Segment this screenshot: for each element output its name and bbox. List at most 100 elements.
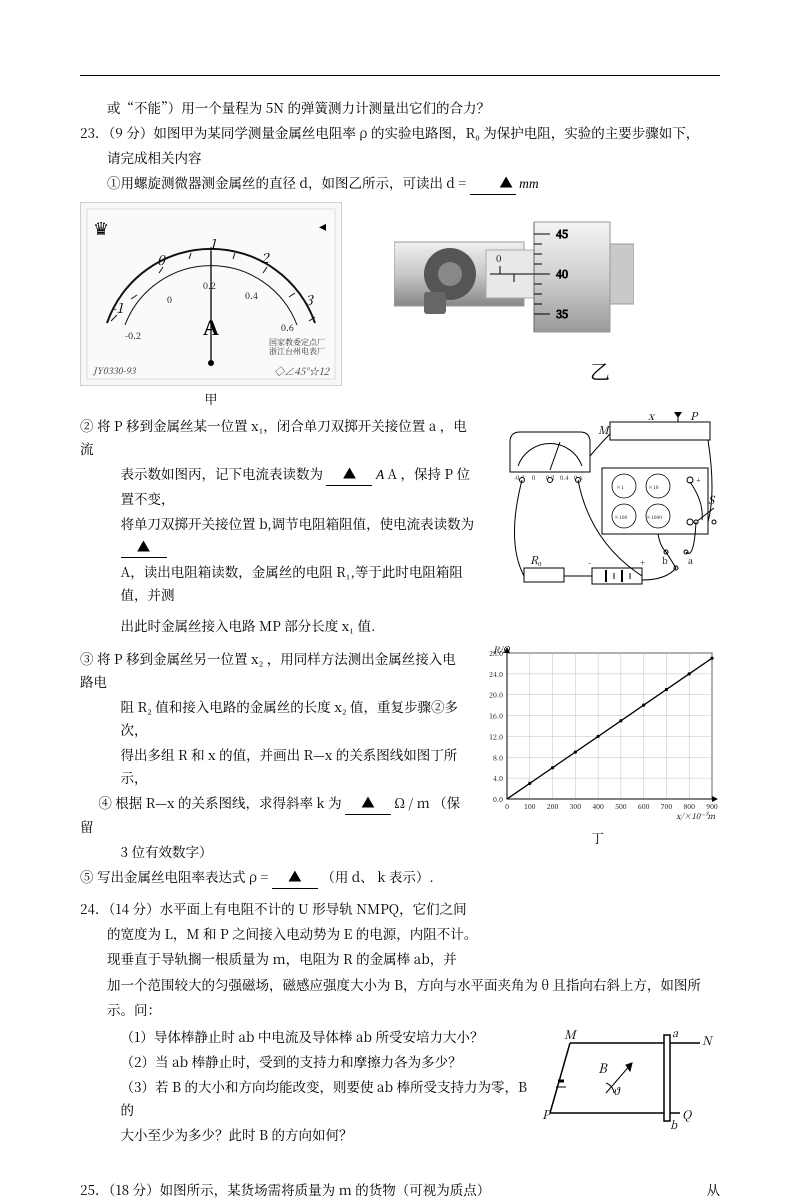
- q23-head2: 请完成相关内容: [80, 146, 720, 169]
- q24-subs: （1）导体棒静止时 ab 中电流及导体棒 ab 所受安培力大小？ （2）当 ab…: [80, 1023, 528, 1148]
- svg-text:+: +: [640, 556, 645, 569]
- svg-text:-: -: [588, 556, 591, 569]
- blank-I2[interactable]: ▲: [121, 535, 167, 559]
- fig-rail: B ϑ M N P Q a b: [540, 1023, 720, 1133]
- svg-text:◂: ◂: [319, 216, 326, 236]
- blank-d[interactable]: ▲: [470, 171, 516, 195]
- svg-text:20.0: 20.0: [489, 691, 503, 701]
- q23-head: 23．（9 分）如图甲为某同学测量金属丝电阻率 ρ 的实验电路图，R₀ 为保护电…: [80, 121, 720, 144]
- svg-text:100: 100: [524, 802, 536, 812]
- fig-micrometer-wrap: 0 45 40 3: [394, 202, 634, 388]
- q25-head-r: 从: [707, 1178, 721, 1201]
- svg-text:12.0: 12.0: [489, 733, 503, 743]
- q23-s3c: 得出多组 R 和 x 的值，并画出 R—x 的关系图线如图丁所示，: [80, 743, 463, 789]
- q23-step1-unit: mm: [519, 176, 539, 191]
- svg-text:45: 45: [556, 226, 568, 242]
- fig-chart-wrap: 01002003004005006007008009000.04.08.012.…: [475, 645, 720, 849]
- svg-text:x/×10⁻³m: x/×10⁻³m: [676, 811, 715, 822]
- q23-s2-l5: 出此时金属丝接入电路 MP 部分长度 x₁ 值.: [80, 614, 478, 637]
- svg-text:400: 400: [592, 802, 604, 812]
- fig-micrometer: 0 45 40 3: [394, 202, 634, 352]
- svg-text:0.2: 0.2: [203, 279, 216, 292]
- ammeter-brand2: 浙江台州电表厂: [269, 347, 325, 357]
- fig-row-1: -1 0 1 2 3 -0.2 0 0.2 0.4 0.6: [80, 202, 720, 410]
- ammeter-marks: ◇∠45°☆12: [274, 362, 329, 379]
- svg-text:16.0: 16.0: [489, 712, 503, 722]
- svg-text:×10: ×10: [648, 484, 659, 491]
- q24-s1: （1）导体棒静止时 ab 中电流及导体棒 ab 所受安培力大小？: [80, 1025, 528, 1048]
- q24-l3: 现垂直于导轨搁一根质量为 m，电阻为 R 的金属棒 ab，并: [80, 947, 720, 970]
- svg-text:×1: ×1: [616, 484, 624, 491]
- svg-text:+: +: [696, 475, 701, 486]
- q24-row: 24．（14 分）水平面上有电阻不计的 U 形导轨 NMPQ，它们之间 的宽度为…: [80, 895, 720, 972]
- svg-text:0.4: 0.4: [245, 289, 258, 302]
- cap-ding: 丁: [475, 827, 720, 849]
- svg-text:M: M: [564, 1026, 578, 1043]
- svg-text:a: a: [672, 1025, 679, 1041]
- svg-text:0.6: 0.6: [281, 321, 294, 334]
- q25-head-l: 25．（18 分）如图所示，某货场需将质量为 m 的货物（可视为质点）: [80, 1178, 490, 1201]
- blank-k[interactable]: ▲: [345, 791, 391, 815]
- q24-text: 24．（14 分）水平面上有电阻不计的 U 形导轨 NMPQ，它们之间 的宽度为…: [80, 895, 720, 972]
- svg-text:600: 600: [638, 802, 650, 812]
- svg-text:N: N: [702, 1032, 714, 1049]
- q23-s4: ④ 根据 R—x 的关系图线，求得斜率 k 为 ▲ Ω / m （保留: [80, 791, 463, 838]
- svg-text:2: 2: [261, 248, 270, 268]
- svg-text:8.0: 8.0: [493, 754, 503, 764]
- svg-text:200: 200: [547, 802, 559, 812]
- blank-rho[interactable]: ▲: [272, 865, 318, 889]
- svg-text:700: 700: [661, 802, 673, 812]
- svg-text:35: 35: [556, 306, 568, 322]
- svg-text:×1000: ×1000: [646, 514, 662, 521]
- q24-s2: （2）当 ab 棒静止时，受到的支持力和摩擦力各为多少？: [80, 1050, 528, 1073]
- svg-text:Q: Q: [682, 1106, 693, 1123]
- svg-text:ϑ: ϑ: [614, 1082, 621, 1099]
- q23-s2-l2: 表示数如图丙，记下电流表读数为 ▲ A A ，保持 P 位置不变，: [80, 462, 478, 510]
- q23-step2-row: ② 将 P 移到金属丝某一位置 x₁，闭合单刀双掷开关接位置 a ，电流 表示数…: [80, 412, 720, 639]
- q24-l5: 示。问：: [80, 998, 720, 1021]
- svg-text:a: a: [688, 554, 693, 567]
- svg-text:3: 3: [305, 290, 314, 310]
- svg-text:0.0: 0.0: [493, 795, 503, 805]
- q24-l2: 的宽度为 L，M 和 P 之间接入电动势为 E 的电源，内阻不计。: [80, 922, 720, 945]
- fig-ammeter: -1 0 1 2 3 -0.2 0 0.2 0.4 0.6: [80, 202, 342, 386]
- svg-text:300: 300: [570, 802, 582, 812]
- svg-text:-1: -1: [111, 298, 124, 318]
- fig-chart: 01002003004005006007008009000.04.08.012.…: [475, 645, 720, 825]
- q23-s4-pre: ④ 根据 R—x 的关系图线，求得斜率 k 为: [98, 792, 341, 812]
- q23-step345-row: ③ 将 P 移到金属丝另一位置 x₂ ，用同样方法测出金属丝接入电路电 阻 R₂…: [80, 645, 720, 890]
- ammeter-brand: 国家教委定点厂 浙江台州电表厂: [269, 338, 325, 357]
- fig-circuit: M x P -0.2 0 0.2 0.4 0.6: [490, 412, 720, 612]
- q23-s2-l3: 将单刀双掷开关接位置 b,调节电阻箱阻值，使电流表读数为 ▲: [80, 512, 478, 559]
- q23-step1-pre: ①用螺旋测微器测金属丝的直径 d，如图乙所示，可读出 d =: [107, 172, 466, 192]
- page-content: 或“不能”）用一个量程为 5N 的弹簧测力计测量出它们的合力？ 23．（9 分）…: [0, 76, 800, 1201]
- svg-text:40: 40: [556, 266, 568, 282]
- q24-s3b: 大小至少为多少？此时 B 的方向如何？: [80, 1123, 528, 1146]
- q23-s2-l3-pre: 将单刀双掷开关接位置 b,调节电阻箱阻值，使电流表读数为: [121, 513, 475, 533]
- q23-step2-text: ② 将 P 移到金属丝某一位置 x₁，闭合单刀双掷开关接位置 a ，电流 表示数…: [80, 412, 478, 639]
- q23-s2-l2-pre: 表示数如图丙，记下电流表读数为: [121, 463, 324, 483]
- blank-I1[interactable]: ▲: [326, 462, 372, 486]
- svg-text:R/Ω: R/Ω: [493, 645, 511, 656]
- ammeter-model: JY0330-93: [93, 363, 136, 378]
- q23-s2-l4: A，读出电阻箱读数，金属丝的电阻 R₁,等于此时电阻箱阻值，并测: [80, 560, 478, 606]
- q24-l4: 加一个范围较大的匀强磁场，磁感应强度大小为 B，方向与水平面夹角为 θ 且指向右…: [80, 973, 720, 996]
- q25-head: 25．（18 分）如图所示，某货场需将质量为 m 的货物（可视为质点） 从: [80, 1178, 720, 1201]
- svg-text:-0.2: -0.2: [125, 329, 141, 342]
- svg-text:A: A: [203, 315, 219, 340]
- prev-question-tail: 或“不能”）用一个量程为 5N 的弹簧测力计测量出它们的合力？: [80, 96, 720, 119]
- q23-s2-l1: ② 将 P 移到金属丝某一位置 x₁，闭合单刀双掷开关接位置 a ，电流: [80, 414, 478, 460]
- q23-step345-text: ③ 将 P 移到金属丝另一位置 x₂ ，用同样方法测出金属丝接入电路电 阻 R₂…: [80, 645, 463, 890]
- q23-s4b: 3 位有效数字）: [80, 840, 463, 863]
- svg-text:0: 0: [167, 293, 172, 306]
- fig-ammeter-wrap: -1 0 1 2 3 -0.2 0 0.2 0.4 0.6: [80, 202, 342, 410]
- q23-s3b: 阻 R₂ 值和接入电路的金属丝的长度 x₂ 值，重复步骤②多次，: [80, 695, 463, 741]
- cap-yi: 乙: [394, 354, 634, 388]
- svg-text:24.0: 24.0: [489, 670, 503, 680]
- svg-text:♛: ♛: [93, 215, 109, 241]
- q24-sub-row: （1）导体棒静止时 ab 中电流及导体棒 ab 所受安培力大小？ （2）当 ab…: [80, 1023, 720, 1148]
- svg-text:b: b: [670, 1117, 678, 1133]
- q23-s5-pre: ⑤ 写出金属丝电阻率表达式 ρ =: [80, 866, 268, 886]
- svg-text:1: 1: [209, 234, 217, 254]
- q23-step1: ①用螺旋测微器测金属丝的直径 d，如图乙所示，可读出 d = ▲ mm: [80, 171, 720, 196]
